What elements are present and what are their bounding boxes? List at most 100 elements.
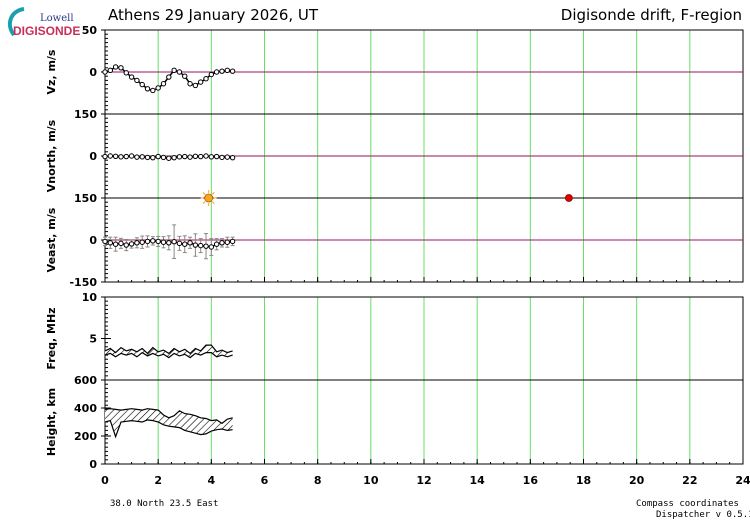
data-point [150,154,156,161]
data-point [112,64,119,70]
chart-title-right: Digisonde drift, F-region [560,6,742,24]
data-point [192,153,199,159]
data-point [160,239,167,245]
data-point [224,239,230,245]
band-fill [105,408,233,437]
y-tick-label: 400 [74,402,97,415]
y-axis-label: Freq, MHz [45,307,58,369]
data-point [155,238,161,245]
data-point [198,153,204,160]
x-tick-label: 22 [682,474,697,487]
x-tick-label: 2 [154,474,162,487]
data-point [155,85,161,91]
data-point [203,153,209,159]
data-point [102,238,108,245]
data-point [182,153,188,160]
data-point [187,154,193,160]
version-label: Dispatcher v 0.5.19 [656,510,750,520]
x-tick-label: 12 [416,474,431,487]
data-point [203,243,209,249]
data-point [192,82,199,89]
data-point [182,241,188,247]
data-point [139,81,145,88]
lowell-logo-icon [7,7,25,37]
y-tick-label: 200 [74,430,97,443]
x-tick-label: 0 [101,474,109,487]
data-point [229,68,236,74]
data-point [144,86,151,92]
data-point [208,154,215,160]
data-point [144,154,151,161]
data-point [224,154,230,160]
data-point [134,240,140,246]
data-point [155,153,161,160]
data-point [118,240,124,247]
sun-ray [202,191,206,195]
y-tick-label: 50 [82,24,98,37]
data-point [102,69,108,75]
data-layer [102,64,573,439]
data-point [102,153,108,160]
x-tick-label: 20 [629,474,645,487]
data-point [139,239,145,245]
data-point [160,154,167,161]
data-point [123,242,129,248]
axes-layer [101,29,744,465]
data-point [219,68,225,74]
data-point [192,242,199,248]
data-point [150,87,156,94]
data-point [182,73,188,79]
sun-ray [211,201,215,205]
logo-lowell-text: Lowell [40,13,74,24]
data-point [219,154,225,161]
data-point [171,67,177,74]
data-point [213,241,220,247]
data-point [229,154,236,161]
data-point [213,69,220,75]
y-axis-label: Veast, m/s [45,207,58,272]
data-point [229,238,236,245]
y-tick-label: 0 [89,66,97,79]
x-tick-label: 10 [363,474,379,487]
band-edge-line [104,344,233,355]
data-point [208,71,215,78]
data-point [198,79,204,85]
data-point [112,241,119,247]
data-point [203,76,209,82]
data-point [128,153,135,159]
data-point [118,65,124,71]
data-point [187,240,193,246]
data-point [176,69,183,75]
data-point [224,67,230,74]
y-axis-label: Height, km [45,388,58,456]
x-tick-label: 18 [576,474,591,487]
x-tick-label: 24 [735,474,750,487]
y-tick-label: -150 [69,276,97,289]
x-tick-label: 14 [470,474,486,487]
station-location: 38.0 North 23.5 East [110,499,219,509]
data-point [118,154,124,160]
data-point [198,242,204,249]
data-point [123,70,129,76]
band-edge-line [104,351,233,359]
y-tick-label: 5 [89,333,97,346]
data-point [166,240,172,246]
data-point [107,67,114,74]
y-tick-label: 150 [74,108,97,121]
data-point [134,154,140,160]
data-point [134,77,140,84]
data-point [107,153,114,159]
band-edge-line [104,408,233,425]
x-tick-label: 4 [208,474,216,487]
data-point [123,153,129,160]
chart-title-left: Athens 29 January 2026, UT [108,6,319,24]
sunset-marker-icon [564,194,573,202]
x-tick-label: 16 [523,474,539,487]
data-point [171,154,177,161]
sun-ray [202,201,206,205]
data-point [219,240,225,246]
y-axis-label: Vnorth, m/s [45,119,58,192]
data-point [213,153,220,160]
